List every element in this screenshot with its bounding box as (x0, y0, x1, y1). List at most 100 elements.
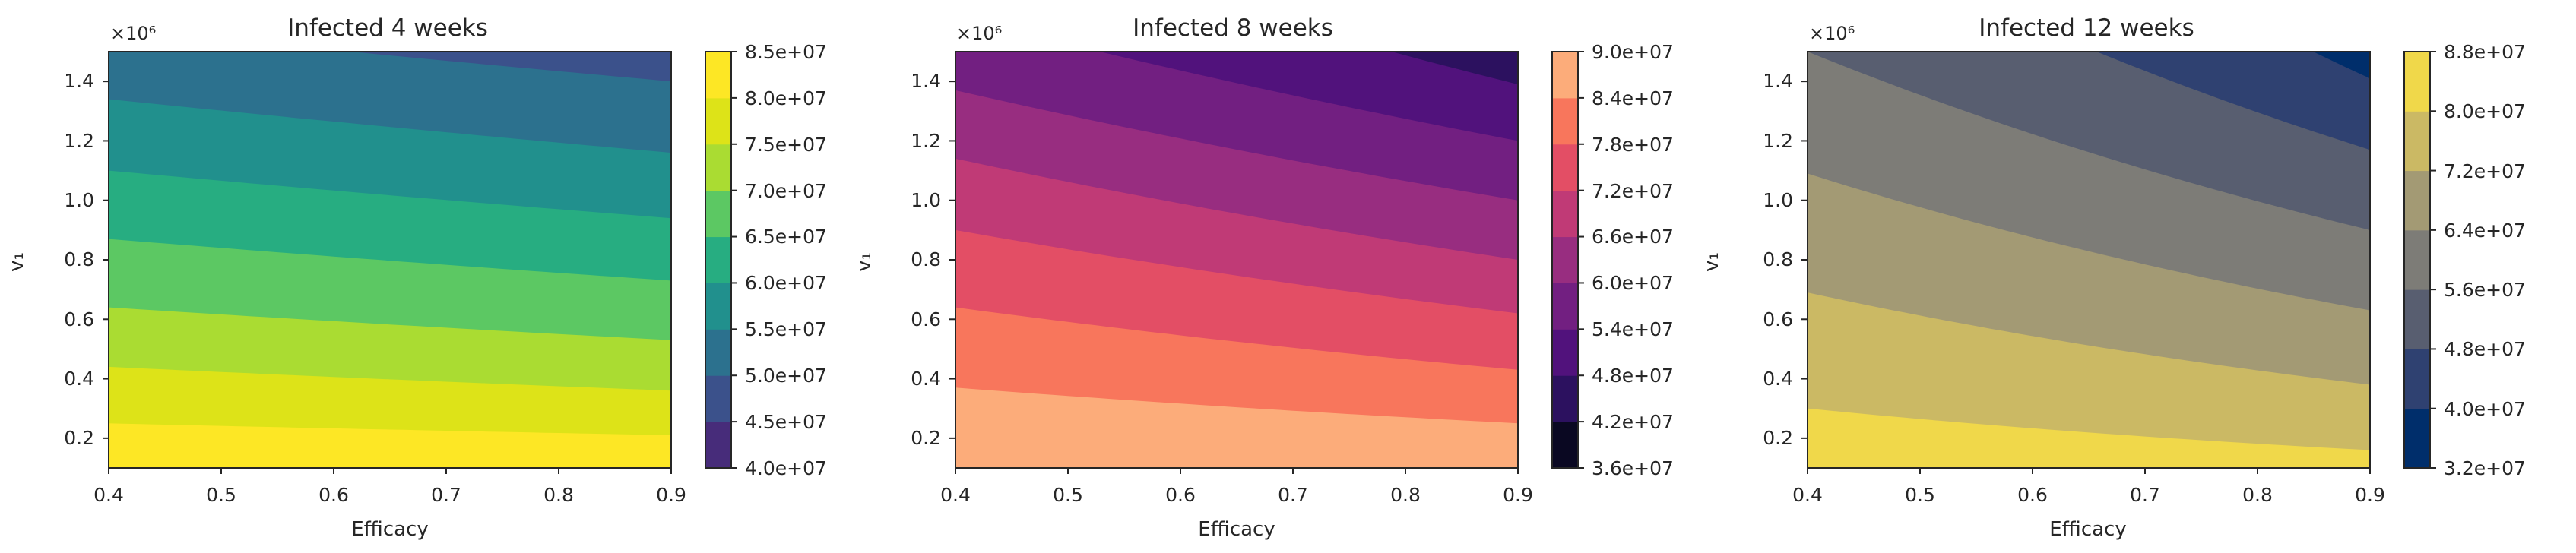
colorbar-segment (705, 144, 731, 191)
panel-3-colorbar (2404, 51, 2436, 469)
colorbar-tick-label: 3.6e+07 (1592, 457, 1674, 479)
y-tick-label: 1.2 (64, 130, 94, 152)
panel-2-title: Infected 8 weeks (1133, 14, 1333, 42)
colorbar-tick-label: 6.6e+07 (1592, 226, 1674, 248)
colorbar-segment (1552, 97, 1578, 145)
panel-2-colorbar (1552, 51, 1584, 469)
colorbar-segment (2404, 111, 2430, 172)
x-tick-label: 0.9 (656, 484, 686, 506)
panel-3-y-ticks: 0.2 0.4 0.6 0.8 1.0 1.2 1.4 (1763, 70, 1793, 449)
colorbar-tick-label: 4.8e+07 (1592, 365, 1674, 387)
panel-1-plot-area (103, 52, 672, 474)
x-tick-label: 0.5 (1053, 484, 1083, 506)
panel-1-axes-frame (108, 51, 672, 469)
y-tick-label: 0.4 (64, 368, 94, 390)
colorbar-tick-label: 8.8e+07 (2444, 41, 2526, 63)
panel-2-y-ticks: 0.2 0.4 0.6 0.8 1.0 1.2 1.4 (911, 70, 941, 449)
x-tick-label: 0.4 (940, 484, 971, 506)
y-tick-label: 0.8 (911, 248, 941, 270)
y-tick-label: 1.4 (1763, 70, 1793, 92)
colorbar-tick-label: 4.0e+07 (745, 457, 827, 479)
colorbar-tick-label: 5.4e+07 (1592, 318, 1674, 340)
colorbar-tick-label: 5.6e+07 (2444, 279, 2526, 301)
colorbar-tick-label: 3.2e+07 (2444, 457, 2526, 479)
colorbar-tick-label: 4.2e+07 (1592, 411, 1674, 433)
colorbar-segment (2404, 229, 2430, 290)
y-tick-label: 0.6 (64, 308, 94, 330)
colorbar-tick-label: 8.0e+07 (745, 87, 827, 109)
x-tick-label: 0.7 (1278, 484, 1308, 506)
y-tick-label: 0.2 (911, 427, 941, 449)
colorbar-tick-label: 4.0e+07 (2444, 398, 2526, 420)
colorbar-segment (705, 283, 731, 330)
y-tick-label: 1.2 (911, 130, 941, 152)
contour-band (2313, 52, 2370, 79)
colorbar-segment (1552, 190, 1578, 238)
y-tick-label: 1.2 (1763, 130, 1793, 152)
colorbar-segment (705, 329, 731, 376)
panel-3-title: Infected 12 weeks (1979, 14, 2194, 42)
contour-band (1099, 52, 1518, 141)
panel-2-axes-frame (955, 51, 1519, 469)
colorbar-segment (1552, 422, 1578, 469)
contour-band (350, 52, 671, 82)
y-tick-label: 0.8 (1763, 248, 1793, 270)
panel-2-colorbar-ticks: 3.6e+07 4.2e+07 4.8e+07 5.4e+07 6.0e+07 … (1592, 41, 1674, 479)
panel-1-y-label: v₁ (5, 252, 28, 272)
colorbar-segment (705, 375, 731, 422)
panel-3: Infected 12 weeks ×10⁶ 0.4 0.5 0.6 0.7 0… (1700, 14, 2526, 541)
panel-1-colorbar-frame (705, 51, 732, 469)
colorbar-tick-label: 8.4e+07 (1592, 87, 1674, 109)
colorbar-tick-label: 4.8e+07 (2444, 338, 2526, 360)
colorbar-tick-label: 7.5e+07 (745, 134, 827, 156)
colorbar-segment (1552, 375, 1578, 422)
y-tick-label: 0.4 (911, 368, 941, 390)
colorbar-segment (1552, 329, 1578, 376)
y-tick-label: 1.0 (64, 189, 94, 211)
panel-2-x-label: Efficacy (1198, 518, 1275, 541)
colorbar-segment (705, 422, 731, 469)
x-tick-label: 0.6 (2017, 484, 2048, 506)
panel-2-colorbar-frame (1551, 51, 1579, 469)
panel-2-x-ticks: 0.4 0.5 0.6 0.7 0.8 0.9 (940, 484, 1533, 506)
panel-3-axes-frame (1807, 51, 2371, 469)
x-tick-label: 0.9 (2355, 484, 2385, 506)
contour-band (1391, 52, 1518, 85)
panel-3-x-ticks: 0.4 0.5 0.6 0.7 0.8 0.9 (1792, 484, 2385, 506)
y-tick-label: 0.4 (1763, 368, 1793, 390)
panel-2-y-multiplier: ×10⁶ (956, 23, 1002, 44)
colorbar-tick-label: 5.5e+07 (745, 318, 827, 340)
colorbar-tick-label: 7.8e+07 (1592, 134, 1674, 156)
panel-3-y-multiplier: ×10⁶ (1809, 23, 1855, 44)
y-tick-label: 1.0 (911, 189, 941, 211)
colorbar-segment (2404, 170, 2430, 231)
x-tick-label: 0.8 (2242, 484, 2273, 506)
panel-3-colorbar-frame (2403, 51, 2431, 469)
colorbar-segment (1552, 283, 1578, 330)
panel-1-y-multiplier: ×10⁶ (110, 23, 156, 44)
x-tick-label: 0.4 (93, 484, 124, 506)
x-tick-label: 0.4 (1792, 484, 1823, 506)
x-tick-label: 0.7 (431, 484, 461, 506)
y-tick-label: 0.2 (64, 427, 94, 449)
panel-3-colorbar-ticks: 3.2e+07 4.0e+07 4.8e+07 5.6e+07 6.4e+07 … (2444, 41, 2526, 479)
colorbar-segment (2404, 289, 2430, 349)
colorbar-segment (2404, 349, 2430, 409)
x-tick-label: 0.6 (318, 484, 349, 506)
y-tick-label: 0.6 (1763, 308, 1793, 330)
panel-1-x-ticks: 0.4 0.5 0.6 0.7 0.8 0.9 (93, 484, 686, 506)
x-tick-label: 0.5 (206, 484, 236, 506)
colorbar-tick-label: 6.0e+07 (1592, 272, 1674, 294)
panel-3-plot-area (1801, 52, 2371, 474)
colorbar-tick-label: 8.0e+07 (2444, 100, 2526, 122)
colorbar-segment (705, 236, 731, 283)
colorbar-tick-label: 5.0e+07 (745, 365, 827, 387)
x-tick-label: 0.9 (1503, 484, 1533, 506)
colorbar-tick-label: 8.5e+07 (745, 41, 827, 63)
y-tick-label: 0.6 (911, 308, 941, 330)
colorbar-segment (705, 190, 731, 238)
x-tick-label: 0.8 (1390, 484, 1421, 506)
y-tick-label: 1.4 (911, 70, 941, 92)
colorbar-segment (1552, 236, 1578, 283)
x-tick-label: 0.8 (543, 484, 574, 506)
